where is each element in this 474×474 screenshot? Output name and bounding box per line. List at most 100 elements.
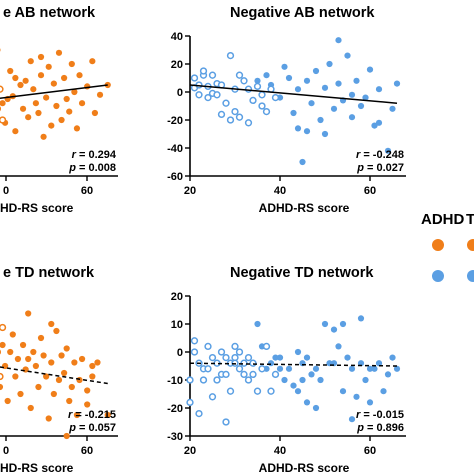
adhd-point: [7, 67, 14, 75]
td-point: [366, 365, 374, 372]
adhd-point: [55, 49, 63, 56]
stat-p-symbol: p: [68, 162, 76, 174]
y-tick-label: 20: [171, 291, 183, 303]
td-point: [299, 158, 306, 166]
td-point: [393, 365, 401, 372]
y-tick-label: -30: [167, 431, 183, 443]
td-point: [254, 320, 261, 328]
td-point: [303, 399, 311, 406]
stat-r-value: = 0.294: [76, 149, 117, 161]
stat-r-value: = -0.015: [360, 409, 404, 421]
x-axis-label: ADHD-RS score: [259, 201, 350, 215]
stat-p: p = 0.027: [356, 162, 404, 174]
td-point: [375, 360, 383, 367]
td-open-point: [190, 348, 199, 356]
adhd-point: [37, 72, 45, 79]
td-point: [393, 80, 401, 87]
x-tick-label: 60: [81, 185, 93, 197]
td-point: [366, 399, 374, 406]
td-point: [353, 393, 360, 400]
adhd-point: [12, 128, 19, 135]
stat-r-symbol: r: [356, 149, 361, 161]
stat-r: r = -0.248: [356, 149, 404, 161]
td-open-point: [208, 393, 217, 401]
adhd-point: [48, 359, 55, 366]
stat-p: p = 0.008: [68, 162, 116, 174]
td-point: [335, 37, 342, 44]
td-point: [389, 105, 396, 112]
td-point: [321, 130, 329, 138]
adhd-point: [30, 348, 37, 356]
adhd-point: [27, 404, 34, 412]
td-point: [384, 147, 392, 154]
stat-p-value: = 0.896: [364, 422, 404, 434]
adhd-point: [9, 331, 16, 338]
adhd-point: [40, 133, 47, 140]
x-tick-label: 40: [274, 185, 286, 197]
adhd-point: [43, 373, 50, 380]
td-open-point: [235, 348, 244, 356]
adhd-point: [84, 401, 91, 408]
td-open-point: [231, 342, 239, 351]
adhd-point: [68, 383, 75, 391]
td-open-point: [258, 365, 266, 373]
y-tick-label: -40: [167, 143, 183, 155]
adhd-point: [37, 53, 45, 61]
td-open-point: [213, 91, 221, 99]
y-tick-label: 20: [171, 59, 183, 71]
adhd-point: [27, 58, 34, 65]
td-point: [366, 66, 374, 73]
td-point: [308, 100, 315, 107]
adhd-point: [37, 334, 45, 342]
td-open-point: [186, 398, 194, 407]
y-tick-label: -10: [167, 375, 183, 387]
legend-label-td: T: [466, 211, 474, 228]
td-point: [312, 67, 320, 75]
td-point: [317, 376, 324, 384]
td-open-point: [199, 67, 208, 75]
legend-td-open-marker: [467, 270, 474, 282]
adhd-point: [48, 122, 55, 129]
td-point: [303, 77, 311, 84]
td-open-point: [222, 353, 230, 362]
td-point: [308, 371, 315, 378]
adhd-point: [19, 341, 27, 349]
adhd-point: [14, 355, 22, 363]
adhd-point: [0, 383, 4, 391]
adhd-point: [35, 383, 42, 391]
x-tick-label: 40: [274, 445, 286, 457]
td-open-point: [240, 370, 248, 379]
td-point: [384, 371, 392, 378]
adhd-point: [32, 100, 39, 107]
td-point: [330, 105, 338, 112]
adhd-point: [104, 411, 111, 419]
adhd-open-point: [0, 85, 4, 93]
panel-title: Negative AB network: [230, 5, 375, 21]
adhd-open-point: [0, 323, 7, 332]
td-point: [281, 63, 288, 70]
td-point: [312, 404, 320, 412]
adhd-point: [48, 320, 55, 328]
adhd-point: [73, 411, 81, 419]
y-tick-label: 40: [171, 31, 183, 43]
adhd-point: [25, 310, 32, 317]
td-point: [371, 122, 378, 129]
legend-label-adhd: ADHD: [421, 211, 464, 228]
adhd-point: [61, 369, 68, 377]
x-axis-label: ADHD-RS score: [259, 461, 350, 474]
td-open-point: [249, 96, 257, 105]
td-point: [362, 94, 369, 101]
adhd-point: [63, 432, 70, 440]
adhd-point: [55, 376, 63, 384]
x-tick-label: 60: [364, 185, 376, 197]
regression-line: [189, 84, 398, 104]
td-point: [326, 60, 333, 68]
td-open-point: [217, 348, 226, 356]
adhd-point: [17, 81, 24, 89]
adhd-point: [63, 95, 70, 103]
panel-title: Negative TD network: [230, 265, 374, 281]
td-point: [380, 388, 387, 395]
td-point: [375, 119, 383, 126]
td-open-point: [244, 85, 253, 93]
